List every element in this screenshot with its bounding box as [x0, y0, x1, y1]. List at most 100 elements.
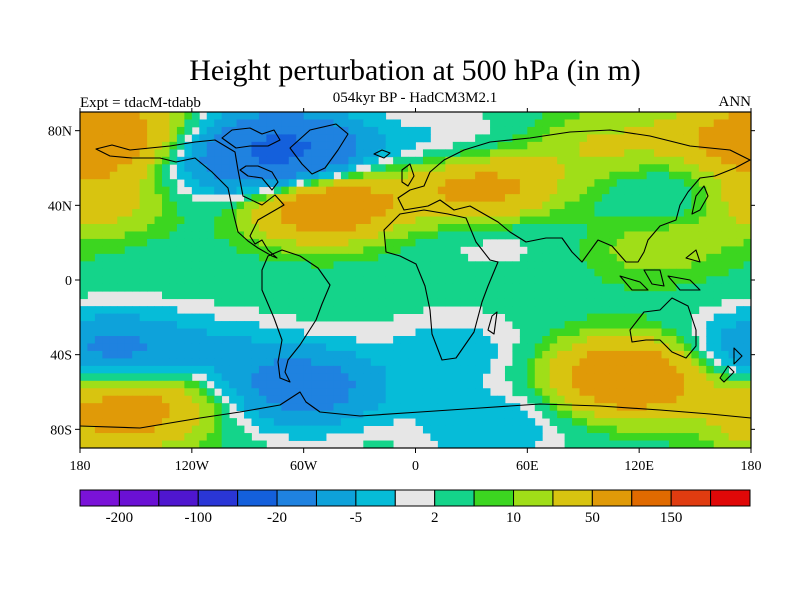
field-cell	[378, 164, 387, 173]
field-cell	[251, 298, 260, 307]
field-cell	[154, 343, 163, 352]
field-cell	[490, 126, 498, 135]
field-cell	[288, 343, 297, 352]
field-cell	[549, 194, 558, 202]
field-cell	[311, 425, 319, 434]
field-cell	[475, 283, 483, 292]
field-cell	[713, 313, 722, 322]
field-cell	[601, 134, 610, 143]
field-cell	[154, 164, 163, 173]
field-cell	[147, 134, 155, 143]
field-cell	[721, 201, 730, 210]
field-cell	[713, 418, 722, 426]
field-cell	[393, 141, 401, 150]
field-cell	[393, 179, 401, 188]
field-cell	[557, 246, 566, 255]
field-cell	[713, 268, 722, 277]
field-cell	[236, 238, 245, 247]
field-cell	[706, 156, 715, 165]
field-cell	[408, 276, 416, 285]
field-cell	[236, 112, 245, 120]
field-cell	[639, 238, 648, 247]
field-cell	[661, 194, 670, 202]
field-cell	[497, 418, 506, 426]
field-cell	[698, 425, 707, 434]
field-cell	[363, 141, 372, 150]
field-cell	[340, 388, 349, 397]
field-cell	[94, 336, 103, 344]
field-cell	[721, 418, 730, 426]
colorbar-swatch	[631, 489, 672, 507]
field-cell	[266, 268, 275, 277]
field-cell	[408, 283, 416, 292]
field-cell	[475, 209, 483, 217]
field-cell	[743, 261, 751, 270]
field-cell	[355, 134, 364, 143]
field-cell	[579, 141, 588, 150]
field-cell	[594, 246, 603, 255]
x-tick-label: 0	[412, 459, 419, 474]
field-cell	[609, 418, 618, 426]
field-cell	[497, 231, 506, 240]
field-cell	[534, 388, 543, 397]
field-cell	[326, 179, 334, 188]
field-cell	[94, 119, 103, 128]
field-cell	[519, 179, 528, 188]
field-cell	[504, 306, 513, 314]
field-cell	[564, 268, 573, 277]
field-cell	[698, 433, 707, 441]
field-cell	[475, 216, 483, 225]
field-cell	[273, 395, 282, 404]
field-cell	[564, 141, 573, 150]
field-cell	[117, 418, 126, 426]
field-cell	[147, 276, 155, 285]
field-cell	[646, 112, 655, 120]
field-cell	[668, 365, 677, 374]
field-cell	[534, 313, 543, 322]
field-cell	[258, 388, 267, 397]
field-cell	[333, 268, 342, 277]
field-cell	[206, 134, 215, 143]
field-cell	[721, 156, 730, 165]
field-cell	[616, 425, 625, 434]
field-cell	[154, 253, 163, 262]
field-cell	[467, 186, 476, 195]
field-cell	[229, 253, 237, 262]
field-cell	[437, 343, 446, 352]
field-cell	[288, 119, 297, 128]
field-cell	[736, 306, 744, 314]
field-cell	[594, 149, 603, 158]
field-cell	[296, 164, 305, 173]
field-cell	[117, 373, 126, 382]
field-cell	[736, 283, 744, 292]
field-cell	[609, 231, 618, 240]
field-cell	[139, 373, 148, 382]
field-cell	[191, 321, 200, 329]
field-cell	[408, 268, 416, 277]
field-cell	[176, 238, 185, 247]
field-cell	[430, 156, 439, 165]
field-cell	[460, 433, 469, 441]
field-cell	[586, 313, 595, 322]
field-cell	[691, 238, 700, 247]
field-cell	[698, 373, 707, 382]
field-cell	[445, 433, 454, 441]
field-cell	[408, 171, 416, 180]
field-cell	[639, 134, 648, 143]
field-cell	[624, 261, 633, 270]
field-cell	[706, 164, 715, 173]
field-cell	[229, 238, 237, 247]
field-cell	[318, 358, 327, 367]
field-cell	[445, 291, 454, 300]
field-cell	[191, 336, 200, 344]
field-cell	[244, 224, 252, 232]
field-cell	[281, 328, 290, 337]
field-cell	[654, 126, 662, 135]
field-cell	[549, 231, 558, 240]
field-cell	[668, 171, 677, 180]
field-cell	[631, 112, 640, 120]
field-cell	[415, 403, 424, 412]
field-cell	[527, 216, 536, 225]
field-cell	[109, 365, 118, 374]
field-cell	[452, 440, 461, 448]
